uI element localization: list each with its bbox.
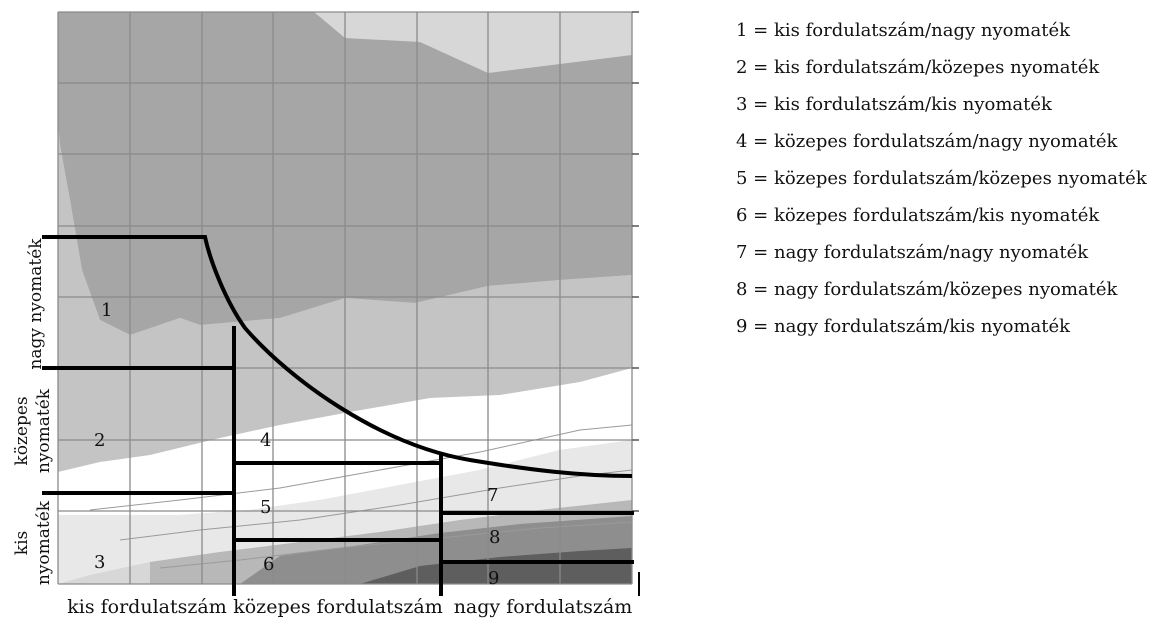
torque-limit-curve bbox=[42, 235, 633, 478]
legend: 1 = kis fordulatszám/nagy nyomaték 2 = k… bbox=[736, 18, 1147, 351]
zone-number-4: 4 bbox=[260, 430, 271, 451]
y-label-kis-line2: nyomaték bbox=[34, 500, 54, 585]
y-label-nagy-nyomatek: nagy nyomaték bbox=[26, 238, 46, 370]
zone-number-2: 2 bbox=[94, 430, 105, 451]
zone-number-9: 9 bbox=[488, 568, 499, 589]
x-label-nagy: nagy fordulatszám bbox=[454, 596, 633, 618]
legend-item-3: 3 = kis fordulatszám/kis nyomaték bbox=[736, 94, 1052, 115]
legend-item-2: 2 = kis fordulatszám/közepes nyomaték bbox=[736, 57, 1100, 78]
x-label-kis: kis fordulatszám bbox=[67, 596, 226, 618]
legend-item-7: 7 = nagy fordulatszám/nagy nyomaték bbox=[736, 242, 1089, 263]
zone-number-7: 7 bbox=[487, 485, 498, 506]
zone-boundaries bbox=[42, 235, 634, 596]
legend-item-9: 9 = nagy fordulatszám/kis nyomaték bbox=[736, 316, 1071, 337]
zone-number-1: 1 bbox=[101, 300, 112, 321]
x-axis-labels: kis fordulatszám közepes fordulatszám na… bbox=[67, 596, 632, 618]
zone-number-6: 6 bbox=[263, 554, 274, 575]
zone-number-5: 5 bbox=[260, 497, 271, 518]
legend-item-5: 5 = közepes fordulatszám/közepes nyomaté… bbox=[736, 168, 1147, 189]
y-label-kis-line1: kis bbox=[12, 531, 32, 555]
contour-lines bbox=[89, 424, 632, 569]
zone-number-8: 8 bbox=[489, 527, 500, 548]
y-axis-labels: nagy nyomaték közepes nyomaték kis nyoma… bbox=[12, 238, 54, 585]
y-label-kozepes-line1: közepes bbox=[12, 396, 32, 465]
x-label-kozepes: közepes fordulatszám bbox=[233, 596, 443, 618]
legend-item-1: 1 = kis fordulatszám/nagy nyomaték bbox=[736, 20, 1071, 41]
legend-item-8: 8 = nagy fordulatszám/közepes nyomaték bbox=[736, 279, 1118, 300]
zone-numbers: 1 2 3 4 5 6 7 8 9 bbox=[94, 300, 500, 589]
zone-number-3: 3 bbox=[94, 552, 105, 573]
y-label-kozepes-line2: nyomaték bbox=[34, 388, 54, 473]
legend-item-6: 6 = közepes fordulatszám/kis nyomaték bbox=[736, 205, 1100, 226]
band-deepest bbox=[360, 548, 632, 584]
legend-item-4: 4 = közepes fordulatszám/nagy nyomaték bbox=[736, 131, 1118, 152]
right-axis-ticks bbox=[632, 11, 639, 512]
